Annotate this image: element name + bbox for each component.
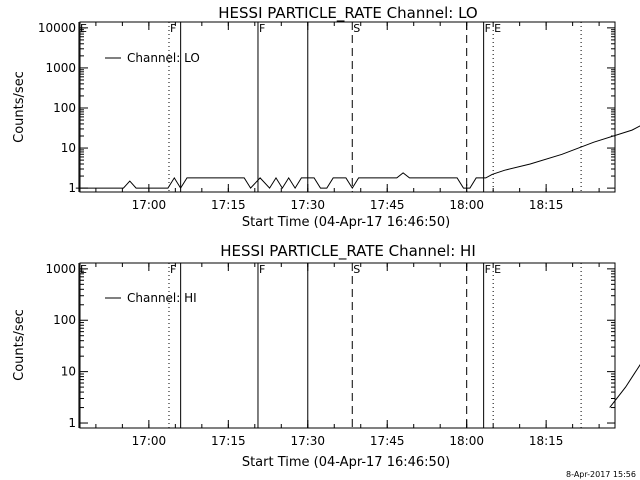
event-marker-label: E bbox=[494, 263, 501, 276]
plot-frame-hi bbox=[79, 262, 616, 429]
date-stamp: 8-Apr-2017 15:56 bbox=[566, 470, 636, 479]
event-marker-label: F bbox=[259, 263, 265, 276]
x-tick-label: 18:00 bbox=[449, 434, 484, 448]
chart-title-lo: HESSI PARTICLE_RATE Channel: LO bbox=[218, 4, 477, 23]
y-tick-label: 1000 bbox=[45, 61, 76, 75]
event-marker-label: F bbox=[259, 22, 265, 35]
y-tick-label: 10 bbox=[61, 141, 76, 155]
y-tick-label: 1000 bbox=[45, 262, 76, 276]
y-tick-label: 10 bbox=[61, 365, 76, 379]
x-axis-label-lo: Start Time (04-Apr-17 16:46:50) bbox=[242, 215, 450, 230]
y-ticks-lo: 1 10 100 1000 10000 bbox=[38, 21, 615, 195]
y-tick-label: 1 bbox=[68, 416, 76, 430]
x-tick-label: 18:15 bbox=[529, 434, 564, 448]
x-tick-label: 18:15 bbox=[529, 198, 564, 212]
x-tick-label: 17:45 bbox=[370, 434, 405, 448]
panel-lo: HESSI PARTICLE_RATE Channel: LO 1 10 100 10… bbox=[12, 4, 640, 230]
x-axis-label-hi: Start Time (04-Apr-17 16:46:50) bbox=[242, 455, 450, 470]
y-axis-label-lo: Counts/sec bbox=[12, 71, 27, 143]
y-tick-label: 1 bbox=[68, 181, 76, 195]
x-tick-label: 17:45 bbox=[370, 198, 405, 212]
x-tick-label: 17:30 bbox=[290, 434, 325, 448]
y-tick-label: 10000 bbox=[38, 21, 76, 35]
x-tick-label: 17:15 bbox=[211, 198, 246, 212]
event-marker-label: F bbox=[170, 22, 176, 35]
y-ticks-hi: 1 10 100 1000 bbox=[45, 262, 615, 430]
event-marker-label: E bbox=[494, 22, 501, 35]
y-axis-label-hi: Counts/sec bbox=[12, 309, 27, 381]
event-marker-label: S bbox=[353, 263, 360, 276]
event-marker-label: F bbox=[485, 263, 491, 276]
panel-hi: HESSI PARTICLE_RATE Channel: HI 1 10 100 10… bbox=[12, 242, 640, 470]
x-tick-label: 17:15 bbox=[211, 434, 246, 448]
series-line-lo bbox=[75, 125, 640, 190]
event-marker-label: F bbox=[485, 22, 491, 35]
legend-label-hi: Channel: HI bbox=[127, 291, 197, 305]
x-tick-label: 17:00 bbox=[132, 198, 167, 212]
x-tick-label: 17:00 bbox=[132, 434, 167, 448]
x-tick-label: 17:30 bbox=[290, 198, 325, 212]
chart-title-hi: HESSI PARTICLE_RATE Channel: HI bbox=[220, 242, 476, 261]
event-marker-label: S bbox=[353, 22, 360, 35]
x-tick-label: 18:00 bbox=[449, 198, 484, 212]
x-ticks-lo: 17:00 17:15 17:30 17:45 18:00 18:15 bbox=[95, 22, 600, 212]
y-tick-label: 100 bbox=[53, 313, 76, 327]
legend-label-lo: Channel: LO bbox=[127, 51, 200, 65]
y-tick-label: 100 bbox=[53, 101, 76, 115]
event-marker-label: E bbox=[80, 263, 87, 276]
event-marker-label: E bbox=[80, 22, 87, 35]
plot-frame-lo bbox=[79, 21, 616, 193]
event-marker-label: F bbox=[170, 263, 176, 276]
